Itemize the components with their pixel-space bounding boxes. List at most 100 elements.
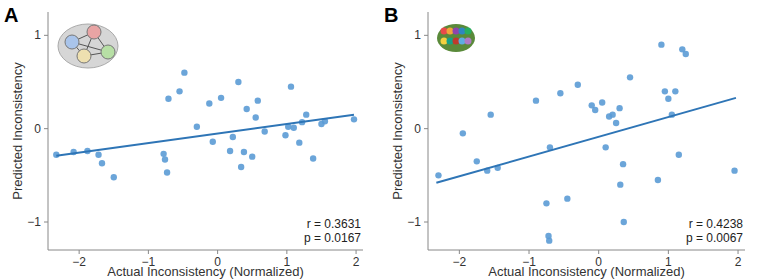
point: [162, 156, 168, 162]
panel-label: B: [384, 4, 398, 26]
x-tick: [148, 250, 149, 254]
y-axis-label: Predicted Inconsistency: [390, 62, 405, 200]
point: [474, 158, 480, 164]
icon-node: [101, 45, 115, 59]
point: [662, 88, 668, 94]
point: [238, 164, 244, 170]
y-tick: [44, 35, 48, 36]
x-tick-label: 2: [735, 255, 742, 269]
x-axis-label: Actual Inconsistency (Normalized): [107, 264, 304, 279]
y-tick: [424, 128, 428, 129]
point: [676, 152, 682, 158]
icon-parcel: [465, 38, 472, 45]
point: [288, 83, 294, 89]
icon-parcel: [465, 28, 472, 35]
point: [731, 167, 737, 173]
x-axis-line: [428, 250, 745, 251]
annotation: p = 0.0067: [686, 231, 743, 245]
x-tick: [459, 250, 460, 254]
annotation: r = 0.4238: [689, 217, 744, 231]
point: [255, 97, 261, 103]
x-tick: [286, 250, 287, 254]
point: [533, 97, 539, 103]
point: [546, 237, 552, 243]
point: [617, 181, 623, 187]
y-tick-label: −1: [27, 215, 41, 229]
point: [249, 153, 255, 159]
point: [602, 144, 608, 150]
panel-label: A: [4, 4, 18, 26]
x-tick: [738, 250, 739, 254]
point: [181, 69, 187, 75]
icon-parcel: [459, 28, 466, 35]
point: [620, 161, 626, 167]
annotation: r = 0.3631: [307, 217, 362, 231]
brain-icon: [58, 24, 118, 68]
point: [210, 139, 216, 145]
y-axis-line: [48, 12, 49, 250]
point: [609, 111, 615, 117]
point: [655, 177, 661, 183]
icon-parcel: [441, 38, 448, 45]
y-tick: [44, 222, 48, 223]
point: [621, 219, 627, 225]
y-tick-label: 1: [414, 28, 421, 42]
y-axis-line: [428, 12, 429, 250]
point: [592, 107, 598, 113]
point: [227, 148, 233, 154]
x-tick: [598, 250, 599, 254]
icon-parcel: [447, 28, 454, 35]
x-axis-label: Actual Inconsistency (Normalized): [488, 264, 685, 279]
point: [351, 116, 357, 122]
icon-parcel: [453, 28, 460, 35]
point: [291, 125, 297, 131]
point: [460, 130, 466, 136]
icon-parcel: [453, 38, 460, 45]
x-tick-label: −2: [453, 255, 467, 269]
x-tick-label: −2: [72, 255, 86, 269]
point: [672, 88, 678, 94]
x-tick-label: 2: [353, 255, 360, 269]
figure: A−2−1012−101Actual Inconsistency (Normal…: [0, 0, 757, 280]
y-tick: [424, 222, 428, 223]
point: [95, 152, 101, 158]
point: [435, 172, 441, 178]
point: [665, 96, 671, 102]
y-tick-label: 0: [414, 122, 421, 136]
point: [599, 99, 605, 105]
point: [683, 51, 689, 57]
point: [194, 124, 200, 130]
x-tick: [529, 250, 530, 254]
point: [557, 90, 563, 96]
icon-node: [65, 35, 79, 49]
trend-line: [436, 98, 736, 183]
x-tick: [356, 250, 357, 254]
x-axis-line: [48, 250, 363, 251]
icon-parcel: [459, 38, 466, 45]
point: [303, 111, 309, 117]
point: [230, 134, 236, 140]
trend-line: [56, 115, 354, 156]
annotation: p = 0.0167: [304, 231, 361, 245]
x-tick: [668, 250, 669, 254]
y-tick-label: −1: [407, 215, 421, 229]
point: [575, 82, 581, 88]
point: [206, 100, 212, 106]
x-tick: [79, 250, 80, 254]
point: [616, 105, 622, 111]
x-tick: [217, 250, 218, 254]
point: [252, 114, 258, 120]
icon-parcel: [447, 38, 454, 45]
icon-parcel: [441, 28, 448, 35]
point: [243, 106, 249, 112]
point: [296, 139, 302, 145]
plot-area: [53, 69, 357, 180]
point: [164, 169, 170, 175]
point: [282, 132, 288, 138]
point: [235, 79, 241, 85]
y-tick: [424, 35, 428, 36]
point: [99, 160, 105, 166]
point: [613, 120, 619, 126]
point: [111, 174, 117, 180]
y-tick-label: 1: [34, 28, 41, 42]
